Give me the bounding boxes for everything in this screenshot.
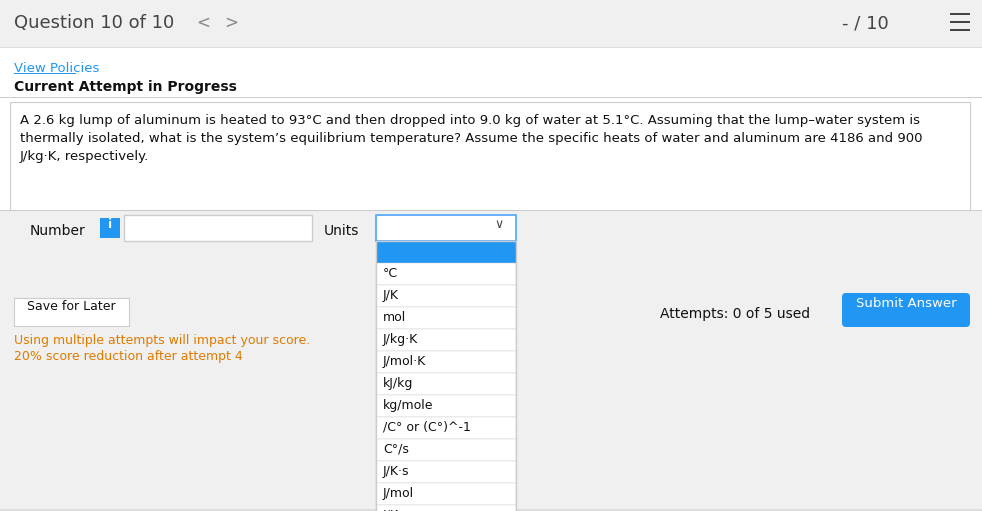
Text: J/K·m: J/K·m (383, 509, 415, 511)
Bar (376, 373, 516, 395)
Text: Number: Number (30, 224, 85, 238)
Bar (950, 29, 970, 32)
Text: Question 10 of 10: Question 10 of 10 (14, 14, 174, 32)
Text: J/mol: J/mol (383, 487, 414, 500)
Text: mol: mol (383, 311, 407, 324)
Text: Attempts: 0 of 5 used: Attempts: 0 of 5 used (660, 307, 810, 321)
Text: Current Attempt in Progress: Current Attempt in Progress (14, 80, 237, 94)
FancyBboxPatch shape (842, 293, 970, 327)
Text: View Policies: View Policies (14, 62, 99, 75)
Text: J/kg·K, respectively.: J/kg·K, respectively. (20, 150, 149, 163)
Bar (0, 47, 982, 48)
Bar (376, 329, 516, 351)
Bar (376, 215, 516, 241)
Bar (100, 218, 120, 238)
Text: kg/mole: kg/mole (383, 399, 433, 412)
Bar (376, 417, 516, 439)
Text: Save for Later: Save for Later (27, 300, 115, 313)
Text: Using multiple attempts will impact your score.: Using multiple attempts will impact your… (14, 334, 310, 347)
Bar (376, 439, 516, 461)
Bar (376, 505, 516, 511)
Text: C°/s: C°/s (383, 443, 409, 456)
Bar (376, 307, 516, 329)
Bar (124, 215, 312, 241)
Text: J/mol·K: J/mol·K (383, 355, 426, 368)
Text: thermally isolated, what is the system’s equilibrium temperature? Assume the spe: thermally isolated, what is the system’s… (20, 132, 922, 145)
Text: 20% score reduction after attempt 4: 20% score reduction after attempt 4 (14, 350, 243, 363)
Bar (950, 21, 970, 24)
Bar (14, 298, 129, 326)
Bar (0, 97, 982, 98)
Text: i: i (108, 218, 112, 231)
Bar (376, 395, 516, 417)
Text: ∨: ∨ (494, 218, 503, 231)
Bar (0, 210, 982, 511)
Bar (376, 461, 516, 483)
Text: °C: °C (383, 267, 398, 280)
Bar (0, 509, 982, 511)
Text: J/kg·K: J/kg·K (383, 333, 418, 346)
Bar (10, 102, 970, 210)
Bar (376, 241, 516, 511)
Bar (0, 210, 982, 211)
Text: Submit Answer: Submit Answer (855, 297, 956, 310)
Text: Units: Units (324, 224, 359, 238)
Text: <: < (196, 14, 210, 32)
Text: A 2.6 kg lump of aluminum is heated to 93°C and then dropped into 9.0 kg of wate: A 2.6 kg lump of aluminum is heated to 9… (20, 114, 920, 127)
Bar (376, 241, 516, 263)
Text: kJ/kg: kJ/kg (383, 377, 413, 390)
Text: - / 10: - / 10 (842, 14, 889, 32)
Text: J/K·s: J/K·s (383, 465, 409, 478)
Bar (950, 13, 970, 15)
Bar (376, 483, 516, 505)
Text: /C° or (C°)^-1: /C° or (C°)^-1 (383, 421, 471, 434)
Text: >: > (224, 14, 238, 32)
Bar (376, 263, 516, 285)
Bar (0, 0, 982, 48)
Bar (376, 285, 516, 307)
Text: J/K: J/K (383, 289, 399, 302)
Bar (376, 351, 516, 373)
